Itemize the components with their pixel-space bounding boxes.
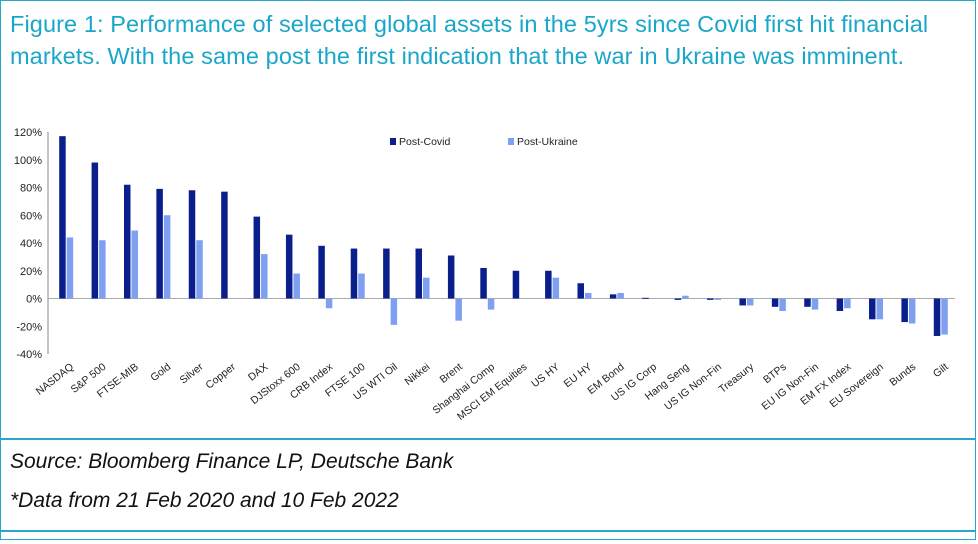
y-tick-label: 40% [20,238,42,250]
bar-post-ukraine [390,298,398,325]
bar-post-ukraine [196,240,203,299]
x-tick-label: BTPs [761,361,789,386]
y-axis: 120% 100% 80% 60% 40% 20% 0% -20% -40% [14,127,955,361]
bar-post-ukraine [131,230,138,299]
bar-post-covid [318,245,325,299]
figure-title: Figure 1: Performance of selected global… [10,11,929,69]
x-tick-label: Silver [178,361,206,387]
x-tick-label: Copper [203,361,238,392]
x-tick-label: DAX [246,361,270,384]
bar-post-covid [123,184,131,299]
bar-post-covid [156,188,163,299]
bar-post-ukraine [811,298,819,310]
legend-swatch [390,138,396,145]
bar-post-ukraine [941,298,948,335]
bar-post-covid [447,255,455,299]
y-tick-label: 80% [20,183,42,195]
x-tick-label: Brent [438,361,465,386]
bar-post-ukraine [552,277,560,299]
x-tick-label: Gold [148,361,173,384]
bar-post-ukraine [487,298,495,310]
bar-post-covid [91,162,99,299]
bar-post-covid [901,298,908,323]
bar-post-covid [836,298,844,311]
bar-post-ukraine [66,237,74,299]
y-tick-label: -20% [16,321,42,333]
x-tick-label: Nikkei [402,361,432,388]
bar-post-covid [642,297,649,299]
bar-post-covid [253,216,261,299]
bar-post-covid [771,298,779,307]
legend: Post-Covid Post-Ukraine [390,136,578,148]
bar-post-covid [545,270,552,299]
bar-post-ukraine [163,215,171,299]
bar-post-ukraine [261,254,268,299]
bar-post-covid [609,294,617,299]
x-tick-label: Treasury [717,360,757,395]
bar-post-ukraine [617,292,624,299]
bar-post-ukraine [746,298,754,306]
x-tick-label: Bunds [887,361,918,389]
bottom-divider [0,530,976,532]
bar-post-ukraine [99,240,106,299]
bar-post-ukraine [455,298,462,321]
legend-label: Post-Covid [399,136,451,148]
bar-post-ukraine [779,298,786,311]
legend-swatch [508,138,514,145]
bar-post-covid [933,298,941,336]
bar-post-ukraine [876,298,884,320]
y-tick-label: 100% [14,155,42,167]
data-date-note: *Data from 21 Feb 2020 and 10 Feb 2022 [10,489,399,512]
bar-post-covid [577,283,584,299]
bar-post-covid [707,298,714,300]
source-note: Source: Bloomberg Finance LP, Deutsche B… [10,450,454,473]
divider [0,438,976,440]
bar-post-covid [221,191,228,299]
x-tick-label: Gilt [931,361,951,380]
bar-post-ukraine [358,273,365,299]
bar-chart: 120%100%80%60%40%20%0%-20%-40% NASDAQS&P… [14,127,955,423]
y-tick-label: 60% [20,210,42,222]
y-tick-label: 0% [26,294,42,306]
bar-post-covid [285,234,293,299]
bar-post-covid [59,136,66,299]
bar-post-ukraine [584,292,592,299]
bar-post-ukraine [423,277,430,299]
bar-post-covid [674,298,682,300]
bar-post-covid [415,248,423,299]
bar-post-ukraine [293,273,300,299]
bar-post-ukraine [908,298,916,324]
bar-post-ukraine [325,298,333,309]
legend-label: Post-Ukraine [517,136,578,148]
bar-post-covid [804,298,811,307]
bar-post-covid [739,298,746,306]
bar-post-covid [512,270,520,299]
bar-post-ukraine [714,298,722,300]
bar-post-ukraine [844,298,851,309]
bar-post-ukraine [682,295,689,299]
y-tick-label: -40% [16,349,42,361]
y-tick-label: 20% [20,266,42,278]
bar-post-covid [480,267,487,299]
y-tick-label: 120% [14,127,42,139]
bar-post-covid [383,248,390,299]
x-tick-label: US HY [529,361,562,390]
x-tick-label: US IG Non-Fin [662,361,724,413]
bar-post-covid [188,190,196,299]
bar-post-covid [350,248,358,299]
bar-post-covid [869,298,876,320]
x-tick-label: NASDAQ [34,361,76,398]
bars [59,136,948,336]
